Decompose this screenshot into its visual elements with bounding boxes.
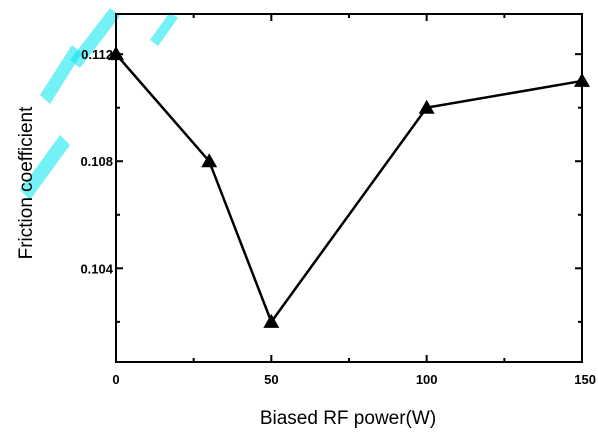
y-tick-label: 0.112 <box>81 47 113 62</box>
y-axis: 0.104 0.108 0.112 <box>80 47 582 323</box>
plot-frame <box>115 13 583 363</box>
x-axis: 0 50 100 150 <box>112 14 596 387</box>
x-tick-label: 0 <box>112 372 119 387</box>
data-point-marker <box>418 99 435 114</box>
data-point-marker <box>574 72 590 87</box>
series-path <box>115 53 583 325</box>
x-tick-label: 50 <box>264 372 278 387</box>
y-tick-label: 0.104 <box>80 261 113 276</box>
watermark <box>20 8 178 200</box>
y-tick-label: 0.108 <box>80 154 113 169</box>
data-point-marker <box>201 153 218 168</box>
x-axis-title: Biased RF power(W) <box>260 408 436 429</box>
series-line <box>108 46 590 328</box>
x-tick-label: 100 <box>416 372 438 387</box>
x-tick-label: 150 <box>574 372 596 387</box>
data-point-marker <box>263 313 280 328</box>
y-axis-title: Friction coefficient <box>16 106 37 259</box>
plot-border <box>115 13 583 363</box>
data-point-marker <box>108 46 124 61</box>
